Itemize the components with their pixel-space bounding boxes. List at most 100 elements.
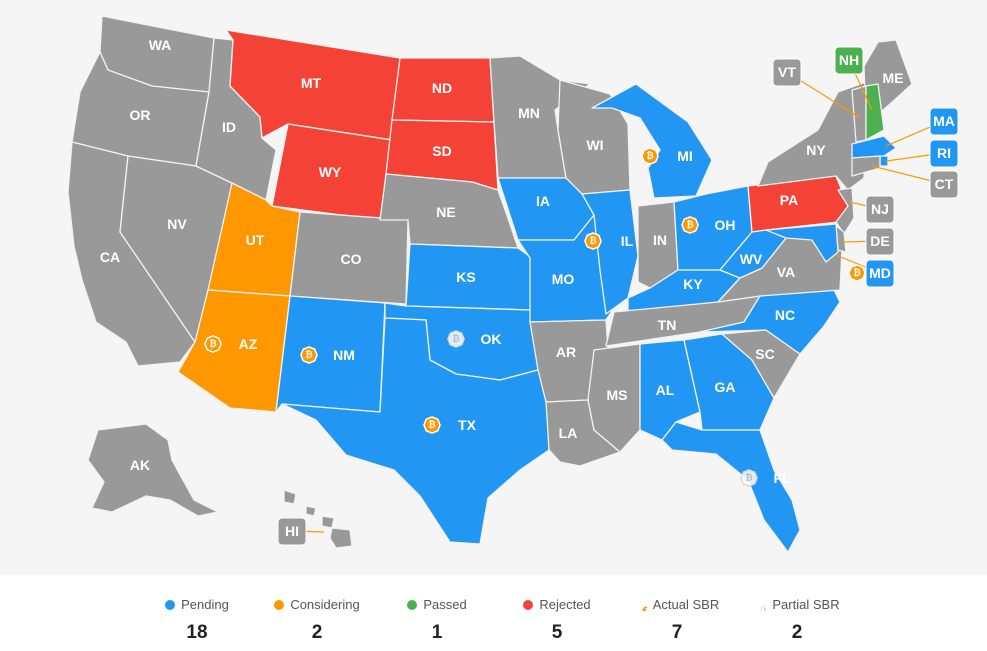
bitcoin-partial-icon (754, 599, 766, 611)
callout-nj[interactable]: NJ (865, 195, 895, 224)
state-label-or: OR (130, 107, 151, 123)
considering-dot-icon (274, 599, 285, 610)
callout-nh[interactable]: NH (834, 46, 864, 75)
state-label-nc: NC (775, 307, 795, 323)
legend-label: Rejected (539, 597, 591, 612)
legend-label: Considering (290, 597, 360, 612)
state-label-sd: SD (432, 143, 451, 159)
callout-label: RI (937, 145, 951, 161)
legend-item-partial-sbr: Partial SBR 2 (737, 597, 857, 644)
state-ma[interactable] (851, 135, 897, 159)
state-label-al: AL (656, 382, 675, 398)
state-label-va: VA (777, 264, 795, 280)
state-label-ks: KS (456, 269, 475, 285)
state-tx[interactable] (281, 317, 550, 545)
partial-sbr-icon-fl (740, 469, 758, 487)
actual-sbr-icon-il (584, 232, 602, 250)
state-label-tn: TN (658, 317, 677, 333)
state-nh[interactable] (865, 83, 885, 141)
state-label-il: IL (621, 233, 634, 249)
state-label-az: AZ (239, 336, 258, 352)
callout-label: VT (778, 64, 796, 80)
callout-label: CT (935, 176, 954, 192)
state-label-wy: WY (319, 164, 342, 180)
callout-ri[interactable]: RI (929, 139, 959, 168)
callout-ct[interactable]: CT (929, 170, 959, 199)
state-label-ne: NE (436, 204, 455, 220)
pending-dot-icon (165, 599, 176, 610)
passed-dot-icon (407, 599, 418, 610)
state-nm[interactable] (275, 295, 386, 413)
legend-item-considering: Considering 2 (257, 597, 377, 644)
rejected-dot-icon (523, 599, 534, 610)
legend-count: 7 (671, 622, 683, 643)
legend-count: 18 (186, 622, 208, 643)
callout-hi[interactable]: HI (277, 517, 307, 546)
actual-sbr-icon-mi (641, 147, 659, 165)
state-fl[interactable] (661, 421, 801, 553)
state-label-mi: MI (677, 148, 693, 164)
state-label-wv: WV (740, 251, 763, 267)
state-label-fl: FL (773, 470, 791, 486)
legend-item-passed: Passed 1 (377, 597, 497, 644)
legend-count: 2 (791, 622, 803, 643)
legend-count: 2 (311, 622, 323, 643)
state-label-in: IN (653, 232, 667, 248)
state-ny[interactable] (757, 81, 867, 191)
state-label-sc: SC (755, 346, 774, 362)
state-label-ms: MS (607, 387, 628, 403)
state-label-mn: MN (518, 105, 540, 121)
actual-sbr-icon-nm (300, 346, 318, 364)
state-label-ga: GA (715, 379, 736, 395)
actual-sbr-icon-tx (423, 416, 441, 434)
state-label-ut: UT (246, 232, 265, 248)
legend-label: Passed (423, 597, 467, 612)
callout-md[interactable]: MD (865, 259, 895, 288)
callout-label: NH (839, 52, 859, 68)
state-label-me: ME (883, 70, 904, 86)
state-md[interactable] (765, 223, 839, 263)
callout-label: DE (870, 233, 889, 249)
state-mi[interactable] (591, 83, 713, 199)
legend-item-pending: Pending 18 (137, 597, 257, 644)
callout-label: HI (285, 523, 299, 539)
actual-sbr-icon-md (848, 264, 866, 282)
state-label-wi: WI (586, 137, 603, 153)
state-label-wa: WA (149, 37, 172, 53)
state-label-id: ID (222, 119, 236, 135)
us-state-map: ₿ ₿ VTNHMARICTNJDEMDHIWAORCANVIDMTWYUTAZ… (68, 16, 959, 553)
state-label-nd: ND (432, 80, 452, 96)
state-label-ca: CA (100, 249, 120, 265)
legend-label: Actual SBR (652, 597, 720, 612)
state-hi[interactable] (283, 489, 353, 549)
state-il[interactable] (581, 189, 639, 315)
state-label-la: LA (559, 425, 578, 441)
state-label-mt: MT (301, 75, 322, 91)
state-label-co: CO (341, 251, 362, 267)
partial-sbr-icon-ok (447, 330, 465, 348)
callout-vt[interactable]: VT (772, 58, 802, 87)
callout-de[interactable]: DE (865, 227, 895, 256)
state-nc[interactable] (699, 285, 841, 355)
state-label-ok: OK (481, 331, 502, 347)
state-label-ak: AK (130, 457, 150, 473)
state-label-ar: AR (556, 344, 576, 360)
state-ak[interactable] (87, 423, 219, 517)
legend: Pending 18 Considering 2 Passed 1 Reject… (0, 575, 987, 651)
legend-count: 1 (431, 622, 443, 643)
state-label-tx: TX (458, 417, 477, 433)
legend-label: Pending (181, 597, 229, 612)
legend-label: Partial SBR (772, 597, 840, 612)
state-label-ny: NY (806, 142, 826, 158)
bitcoin-icon (635, 599, 647, 611)
state-label-mo: MO (552, 271, 575, 287)
callout-ma[interactable]: MA (929, 107, 959, 136)
state-label-oh: OH (715, 217, 736, 233)
state-label-ky: KY (683, 276, 703, 292)
callout-label: NJ (871, 201, 889, 217)
state-ct[interactable] (851, 155, 881, 177)
legend-count: 5 (551, 622, 563, 643)
state-label-ia: IA (536, 193, 550, 209)
callout-label: MA (933, 113, 955, 129)
